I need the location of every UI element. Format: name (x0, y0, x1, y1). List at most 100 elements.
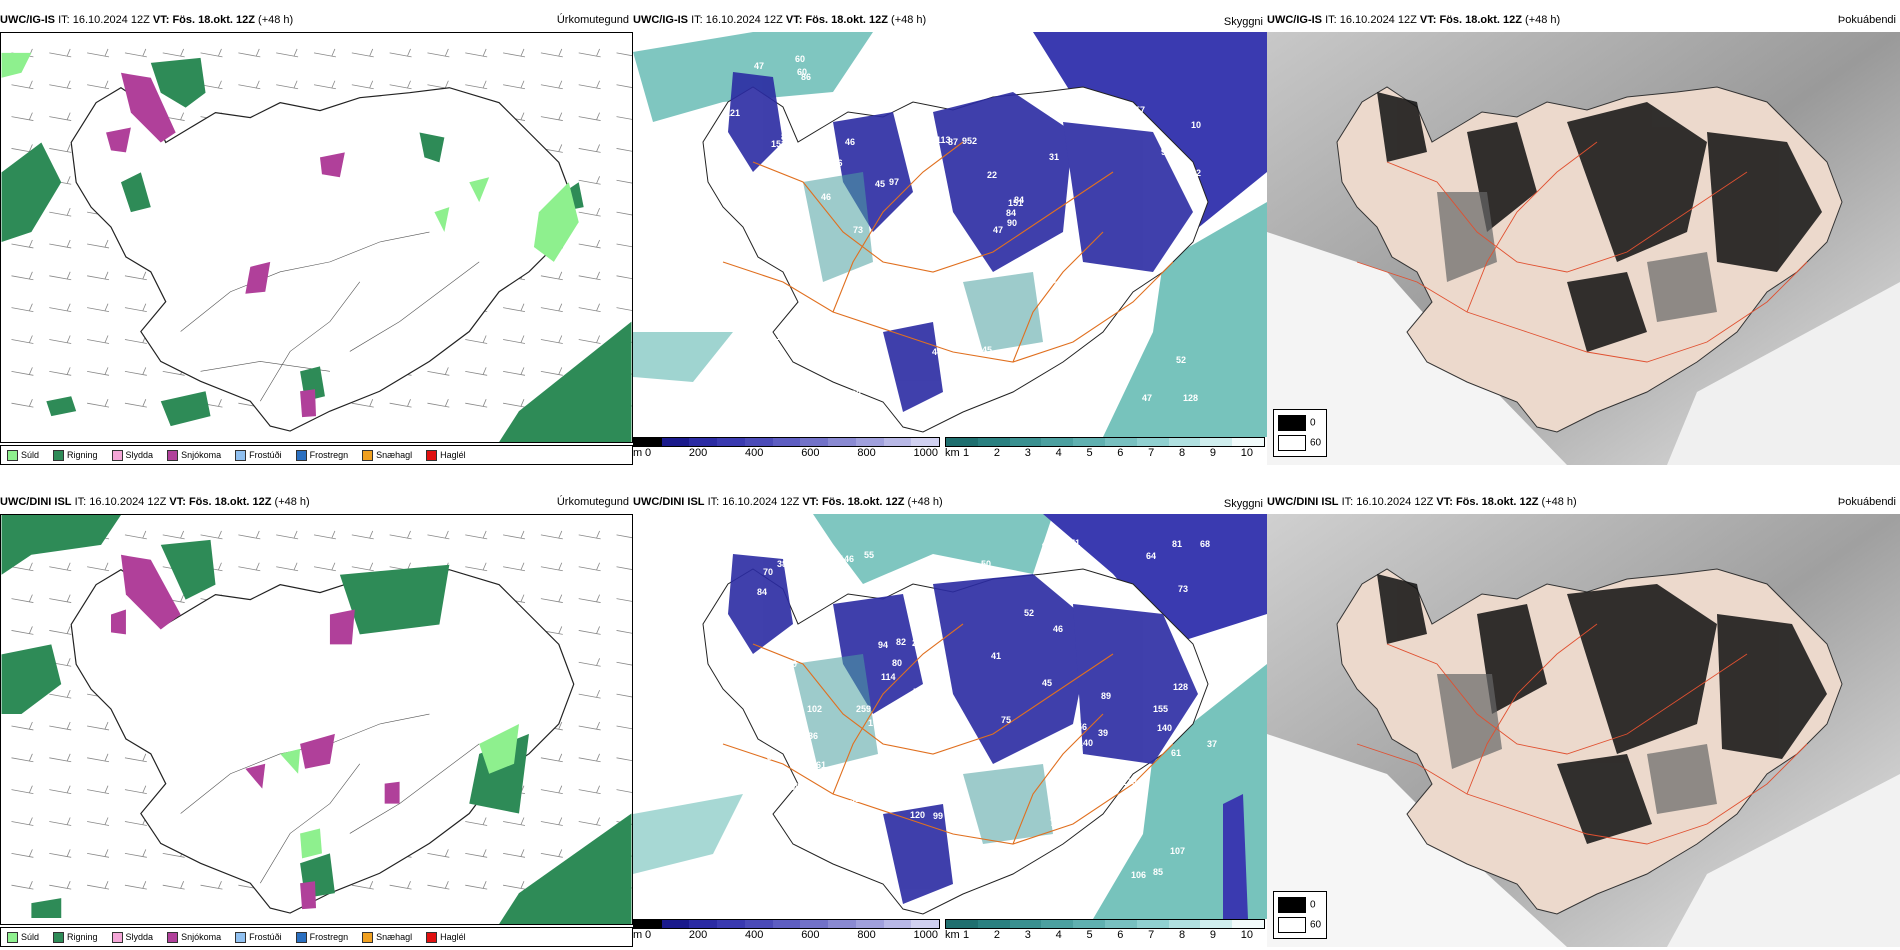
colorbar-tick: 0 (645, 447, 652, 459)
wind-barb (616, 789, 632, 793)
colorbar-segment (717, 920, 745, 928)
ceiling-label: 99 (933, 811, 943, 821)
wind-barb (124, 530, 147, 540)
fog-legend: 0 60 (1273, 891, 1327, 939)
model-source: UWC/IG-IS (1267, 14, 1322, 26)
ceiling-label: 75 (1001, 715, 1011, 725)
colorbar-segment (977, 438, 1010, 446)
wind-barb (11, 626, 34, 635)
fog-legend-min: 0 (1310, 899, 1316, 911)
wind-barb (578, 207, 601, 217)
wind-barb (578, 785, 601, 795)
colorbar-tick: 4 (1055, 929, 1062, 941)
colorbar-segment (828, 920, 856, 928)
legend-swatch (7, 932, 18, 944)
ceiling-label: 91 (790, 324, 800, 334)
ceiling-label: 952 (962, 136, 977, 146)
ceiling-label: 122 (846, 389, 861, 399)
wind-barb (616, 693, 632, 698)
ceiling-unit: m (633, 447, 643, 459)
snow-areas (106, 72, 345, 418)
ceiling-teal (803, 172, 1043, 352)
wind-barb (87, 849, 110, 858)
colorbar-tick: 1000 (913, 929, 938, 941)
ceiling-label: 140 (1157, 723, 1172, 733)
wind-barb (313, 562, 336, 572)
wind-barb (540, 48, 563, 58)
panel-title: Skyggni (1223, 16, 1263, 28)
ceiling-label: 60 (869, 588, 879, 598)
legend-item: Haglél (426, 928, 466, 946)
wind-barb (11, 367, 34, 376)
wind-barb (11, 80, 34, 90)
wind-barb (578, 817, 601, 826)
wind-barb (49, 80, 72, 90)
wind-barb (11, 594, 34, 603)
ceiling-label: 101 (1083, 760, 1098, 770)
panel-header: UWC/IG-IS IT: 16.10.2024 12Z VT: Fös. 18… (1267, 10, 1900, 30)
legend-swatch-black (1278, 897, 1306, 913)
panel-header: UWC/IG-IS IT: 16.10.2024 12Z VT: Fös. 18… (633, 10, 1267, 30)
wind-barb (49, 48, 72, 58)
wind-barb (49, 207, 72, 217)
wind-barb (427, 48, 450, 58)
wind-barb (578, 658, 601, 667)
wind-barb (313, 80, 336, 90)
legend-swatch (111, 932, 123, 944)
ceiling-label: 216 (986, 856, 1001, 866)
colorbar-segment (1232, 920, 1264, 928)
colorbar-tick: 8 (1179, 929, 1186, 941)
ceiling-label: 259 (856, 704, 871, 714)
ceiling-label: 82 (1067, 298, 1077, 308)
wind-barb (616, 598, 632, 602)
wind-barb (616, 179, 632, 184)
colorbar-segment (855, 920, 884, 928)
vt-value: Fös. 18.okt. 12Z (805, 14, 888, 26)
ceiling-unit: m (633, 929, 643, 941)
wind-barb (540, 80, 563, 90)
vt-value: Fös. 18.okt. 12Z (172, 14, 255, 26)
ceiling-label: 261 (811, 760, 826, 770)
wind-barb (503, 399, 526, 408)
ceiling-label: 64 (1146, 551, 1156, 561)
legend-label: Súld (21, 450, 40, 460)
ceiling-label: 189 (773, 209, 788, 219)
it-value: 16.10.2024 12Z (1339, 14, 1417, 26)
ceiling-label: 83 (767, 752, 777, 762)
wind-barb (540, 753, 563, 763)
wind-barb (124, 303, 147, 313)
wind-barb (616, 725, 632, 730)
ceiling-label: 151 (745, 178, 760, 188)
wind-barb (11, 817, 34, 826)
colorbar-segment (661, 438, 690, 446)
colorbar-segment (1041, 438, 1074, 446)
wind-barb (11, 239, 34, 249)
ceiling-label: 97 (923, 247, 933, 257)
vt-label: VT: (169, 496, 186, 508)
wind-barb (11, 303, 34, 313)
wind-barb (49, 112, 72, 121)
wind-barb (503, 881, 526, 890)
ceiling-label: 82 (896, 637, 906, 647)
wind-barb (616, 52, 632, 57)
wind-barb (616, 84, 632, 88)
ceiling-label: 107 (1170, 846, 1185, 856)
colorbar-segment (911, 438, 940, 446)
it-label: IT: (1325, 14, 1337, 26)
visibility-colorbar: km 1 2 3 4 5 6 7 8 9 10 (945, 919, 1265, 941)
wind-barb (578, 48, 601, 58)
vt-value: Fös. 18.okt. 12Z (1455, 496, 1539, 508)
wind-barb (162, 48, 185, 58)
colorbar-tick: 3 (1024, 447, 1031, 459)
wind-barb (124, 785, 147, 795)
ceiling-label: 94 (878, 640, 888, 650)
ceiling-label: 301 (758, 790, 773, 800)
it-label: IT: (707, 496, 720, 508)
wind-barb (49, 239, 72, 249)
wind-barb (578, 80, 601, 90)
ceiling-label: 81 (1172, 539, 1182, 549)
ceiling-label: 57 (1135, 105, 1145, 115)
wind-barb (200, 881, 223, 890)
precip-map (0, 32, 633, 443)
it-value: 16.10.2024 12Z (89, 496, 167, 508)
